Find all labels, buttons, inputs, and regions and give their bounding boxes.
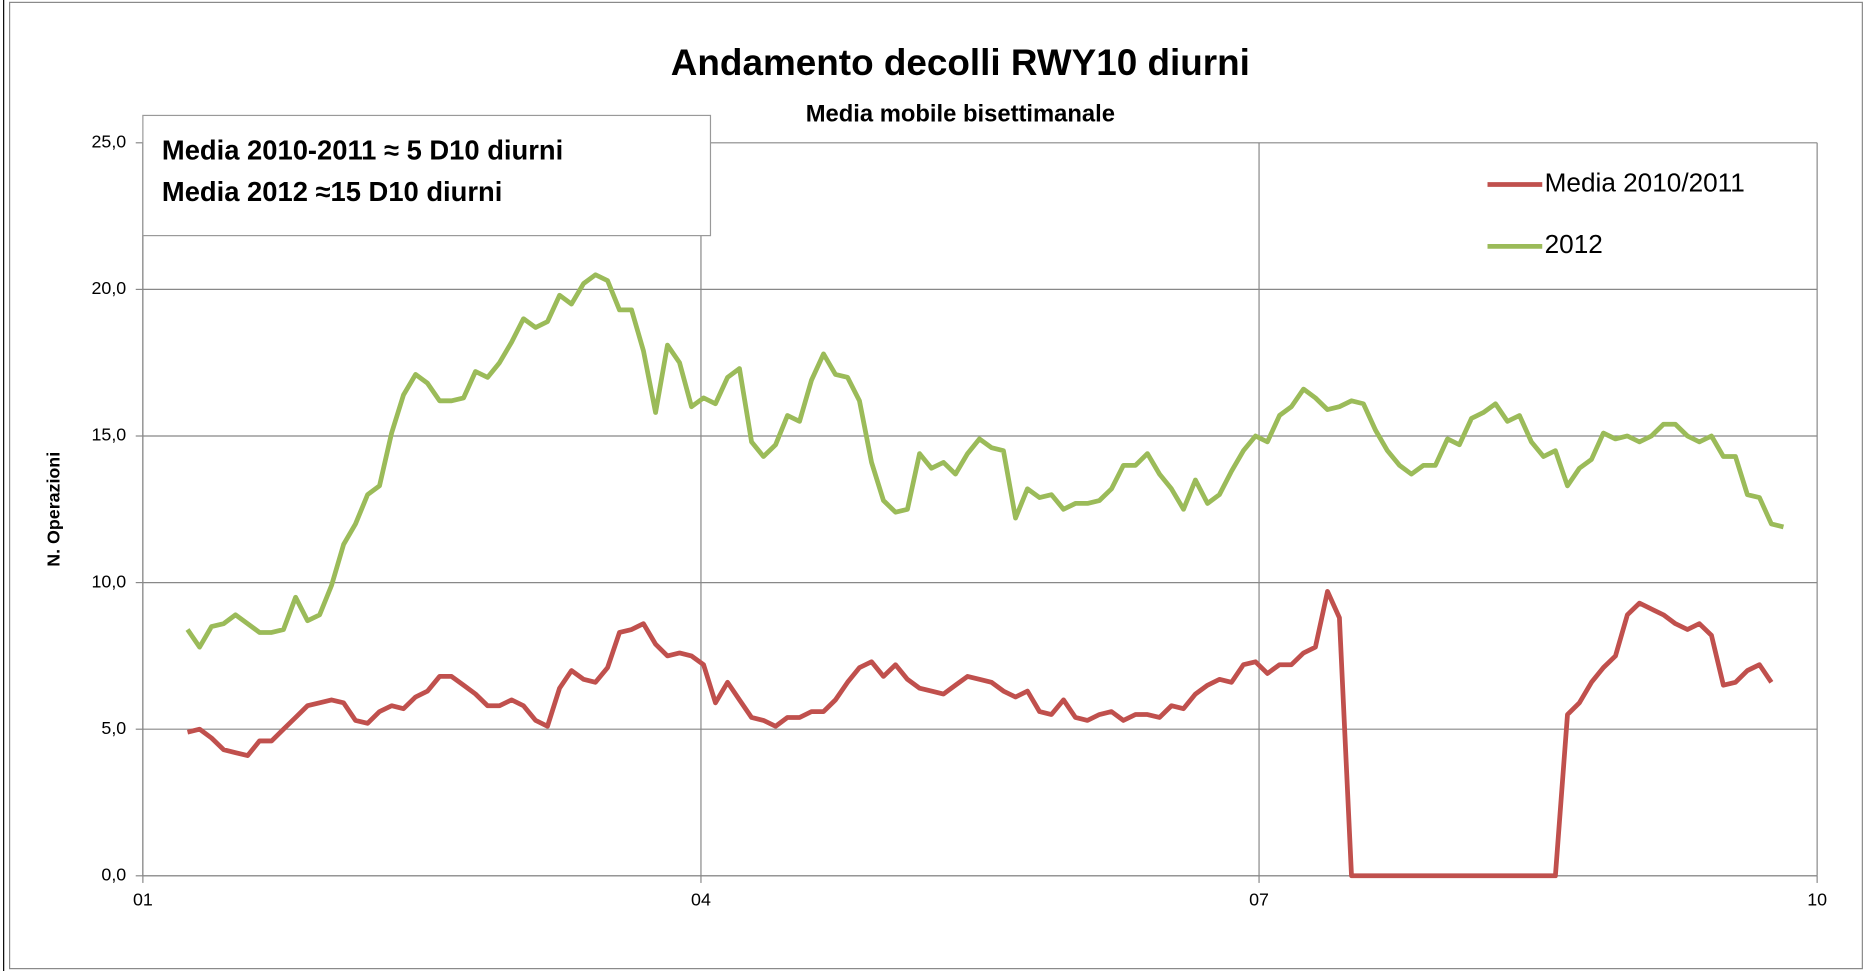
annotation: Media 2010-2011 ≈ 5 D10 diurni <box>162 135 563 166</box>
series-line <box>186 589 1774 879</box>
annotation-box <box>142 114 712 237</box>
x-tick-label: 01 <box>133 890 153 910</box>
y-tick-label: 5,0 <box>101 718 126 738</box>
series-line <box>185 272 1785 650</box>
y-tick-label: 20,0 <box>92 278 127 298</box>
legend-label: 2012 <box>1545 229 1603 259</box>
y-tick-label: 10,0 <box>92 571 127 591</box>
x-tick-label: 04 <box>691 890 711 910</box>
x-tick-label: 07 <box>1249 890 1269 910</box>
chart-subtitle: Media mobile bisettimanale <box>806 101 1115 128</box>
x-tick-label: 10 <box>1807 890 1827 910</box>
annotation: Media 2012 ≈15 D10 diurni <box>162 176 502 207</box>
y-tick-label: 25,0 <box>92 132 127 152</box>
legend-label: Media 2010/2011 <box>1545 167 1745 197</box>
y-tick-label: 0,0 <box>101 865 126 885</box>
chart-title: Andamento decolli RWY10 diurni <box>671 42 1250 83</box>
y-tick-label: 15,0 <box>92 425 127 445</box>
plot: 0,0 5,0 10,0 15,0 20,0 25,0 01 04 07 10 Media 2010… <box>92 132 1828 910</box>
y-axis-label: N. Operazioni <box>44 452 64 567</box>
